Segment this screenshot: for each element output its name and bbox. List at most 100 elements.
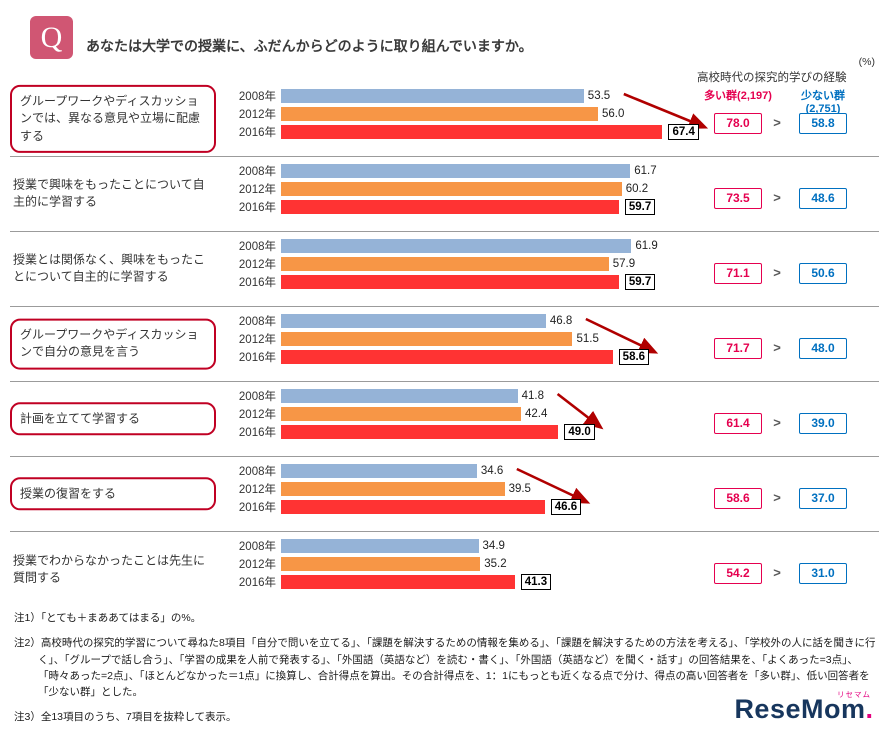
value-label: 34.9 [482,540,505,552]
value-label: 60.2 [625,183,649,195]
bar-row: 2008年 34.6 [228,462,708,480]
low-group-value: 31.0 [799,563,847,584]
bar-row: 2008年 41.8 [228,387,708,405]
bar-row: 2016年 59.7 [228,273,708,291]
high-group-value: 78.0 [714,113,762,134]
footnotes: 注1）「とても＋まああてはまる」の%。 注2）高校時代の探究的学習について尋ねた… [14,610,876,735]
year-label: 2012年 [238,259,276,271]
year-label: 2008年 [238,391,276,403]
chart-group: 授業でわからなかったことは先生に質問する 2008年 34.9 2012年 35.2 2… [10,532,879,607]
bar-row: 2016年 67.4 [228,123,708,141]
year-label: 2012年 [238,559,276,571]
bar-row: 2012年 39.5 [228,480,708,498]
value-bar [281,539,479,553]
category-label: グループワークやディスカッションでは、異なる意見や立場に配慮する [10,84,216,154]
bar-row: 2008年 61.9 [228,237,708,255]
high-group-value: 71.1 [714,263,762,284]
logo-furigana: リセマム [837,690,871,699]
category-label: 授業の復習をする [10,477,216,511]
year-label: 2008年 [238,91,276,103]
footnote-2: 注2）高校時代の探究的学習について尋ねた8項目「自分で問いを立てる」、「課題を解… [14,637,876,699]
bar-row: 2012年 42.4 [228,405,708,423]
bar-rows: 2008年 61.7 2012年 60.2 2016年 59.7 [228,162,708,216]
year-label: 2016年 [238,352,276,364]
value-bar [281,407,521,421]
value-bar [281,164,631,178]
high-group-value: 61.4 [714,413,762,434]
year-label: 2008年 [238,166,276,178]
value-label: 41.3 [520,574,552,590]
comparator-sign: > [773,565,781,580]
value-bar [281,275,619,289]
low-group-value: 58.8 [799,113,847,134]
value-bar [281,314,546,328]
bar-row: 2012年 35.2 [228,555,708,573]
bar-rows: 2008年 53.5 2012年 56.0 2016年 67.4 [228,87,709,141]
year-label: 2016年 [238,427,276,439]
chart-group: 授業とは関係なく、興味をもったことについて自主的に学習する 2008年 61.9 2… [10,232,879,307]
chart-group: 計画を立てて学習する 2008年 41.8 2012年 42.4 2016年 49.0 6… [10,382,879,457]
bar-row: 2016年 58.6 [228,348,708,366]
year-label: 2016年 [238,277,276,289]
question-badge-icon: Q [30,16,73,59]
low-group-header: 少ない群(2,751) [801,90,845,115]
year-label: 2008年 [238,316,276,328]
value-label: 67.4 [668,124,699,140]
low-group-value: 48.0 [799,338,847,359]
resemom-logo: リセマム ReseMom. [734,690,873,725]
bar-row: 2016年 59.7 [228,198,708,216]
bar-rows: 2008年 46.8 2012年 51.5 2016年 58.6 [228,312,708,366]
low-group-value: 50.6 [799,263,847,284]
chart-group: グループワークやディスカッションで自分の意見を言う 2008年 46.8 2012年… [10,307,879,382]
value-label: 34.6 [480,465,504,477]
year-label: 2012年 [238,109,276,121]
value-label: 58.6 [618,349,650,365]
value-bar [281,557,481,571]
footnote-3: 注3）全13項目のうち、7項目を抜粋して表示。 [14,711,237,724]
bar-row: 2008年 34.9 [228,537,708,555]
chart-group: 授業の復習をする 2008年 34.6 2012年 39.5 2016年 46.6 58.… [10,457,879,532]
bar-row: 2008年 53.5 [228,87,708,105]
value-label: 46.6 [550,499,582,515]
low-group-value: 39.0 [799,413,847,434]
value-bar [281,389,518,403]
value-label: 56.0 [601,108,625,120]
logo-text: ReseMom [734,694,866,724]
value-bar [281,89,584,103]
experience-column-header: 高校時代の探究的学びの経験 [697,72,847,84]
value-bar [281,257,609,271]
value-label: 42.4 [524,408,548,420]
comparator-sign: > [773,340,781,355]
year-label: 2016年 [238,577,276,589]
value-label: 49.0 [564,424,595,440]
bar-row: 2012年 60.2 [228,180,708,198]
value-bar [281,500,545,514]
bar-rows: 2008年 61.9 2012年 57.9 2016年 59.7 [228,237,708,291]
value-bar [281,425,559,439]
value-bar [281,482,505,496]
percent-unit-label: (%) [858,56,875,68]
bar-chart: グループワークやディスカッションでは、異なる意見や立場に配慮する 2008年 53… [10,82,879,607]
chart-group: グループワークやディスカッションでは、異なる意見や立場に配慮する 2008年 53… [10,82,879,157]
comparator-sign: > [773,115,781,130]
bar-rows: 2008年 41.8 2012年 42.4 2016年 49.0 [228,387,708,441]
bar-row: 2012年 57.9 [228,255,708,273]
year-label: 2012年 [238,184,276,196]
bar-row: 2008年 61.7 [228,162,708,180]
bar-row: 2008年 46.8 [228,312,708,330]
logo-dot: . [865,694,873,724]
value-bar [281,200,619,214]
value-label: 41.8 [521,390,544,402]
year-label: 2016年 [238,502,276,514]
category-label: グループワークやディスカッションで自分の意見を言う [10,318,216,370]
bar-rows: 2008年 34.9 2012年 35.2 2016年 41.3 [228,537,708,591]
value-label: 51.5 [576,333,599,345]
value-bar [281,182,622,196]
value-bar [281,332,573,346]
value-label: 59.7 [624,199,656,215]
bar-row: 2016年 41.3 [228,573,708,591]
year-label: 2012年 [238,334,276,346]
footnote-1: 注1）「とても＋まああてはまる」の%。 [14,612,202,624]
comparator-sign: > [773,490,781,505]
value-bar [281,464,477,478]
